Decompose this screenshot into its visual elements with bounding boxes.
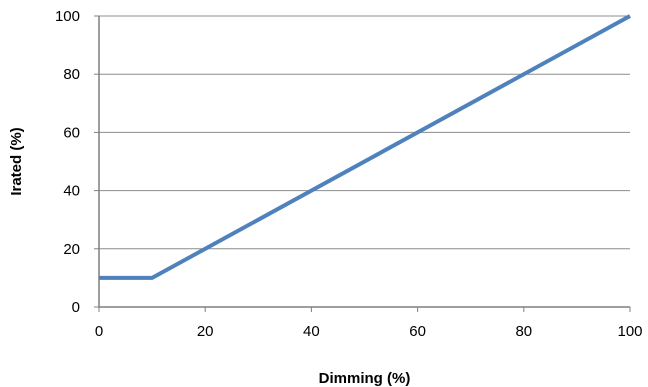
- data-point: [99, 277, 100, 278]
- y-tick-label: 60: [63, 124, 80, 141]
- y-tick-label: 40: [63, 183, 80, 200]
- series-layer: [99, 14, 631, 280]
- x-tick-label: 0: [95, 323, 103, 340]
- x-tick-label: 60: [409, 323, 426, 340]
- gridlines: [99, 15, 630, 250]
- data-point: [152, 277, 153, 278]
- x-tick-label: 80: [515, 323, 532, 340]
- data-point: [630, 16, 631, 17]
- y-tick-label: 80: [63, 66, 80, 83]
- x-axis-ticks: 0 20 40 60 80 100: [95, 307, 643, 340]
- x-tick-label: 100: [617, 323, 642, 340]
- series-line-1: [99, 14, 631, 280]
- x-axis-title: Dimming (%): [319, 370, 411, 387]
- y-tick-label: 0: [72, 299, 80, 316]
- x-tick-label: 20: [197, 323, 214, 340]
- y-tick-label: 20: [63, 241, 80, 258]
- x-tick-label: 40: [303, 323, 320, 340]
- y-tick-label: 100: [55, 8, 80, 25]
- y-axis-title: Irated (%): [8, 127, 25, 195]
- y-axis-ticks: 0 20 40 60 80 100: [55, 8, 99, 316]
